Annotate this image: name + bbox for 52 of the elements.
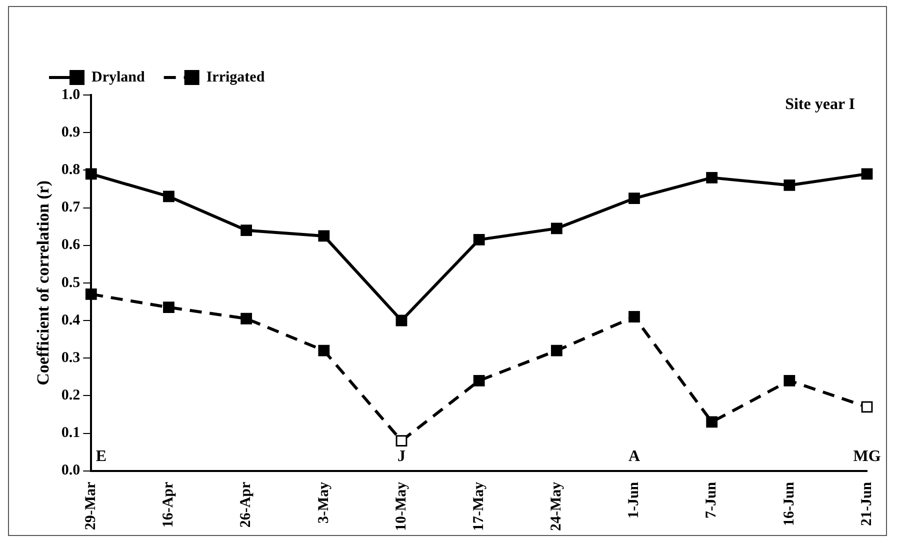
x-tick-label: 24-May bbox=[548, 481, 565, 532]
y-tick-label: 0.0 bbox=[61, 462, 80, 479]
legend-label: Dryland bbox=[92, 69, 146, 86]
x-tick-label: 16-Jun bbox=[781, 481, 798, 526]
annotation: E bbox=[96, 448, 106, 465]
x-tick-label: 21-Jun bbox=[858, 481, 875, 526]
point bbox=[85, 288, 97, 300]
point bbox=[240, 312, 252, 324]
point bbox=[861, 168, 873, 180]
point bbox=[628, 311, 640, 322]
x-tick-label: 16-Apr bbox=[160, 482, 177, 528]
x-tick-label: 26-Apr bbox=[238, 482, 254, 528]
point bbox=[396, 435, 408, 446]
point bbox=[240, 224, 252, 236]
x-tick-label: 7-Jun bbox=[704, 481, 720, 519]
chart-title: Site year I bbox=[785, 96, 855, 114]
point bbox=[163, 302, 174, 314]
y-tick-label: 0.2 bbox=[61, 388, 80, 404]
point bbox=[706, 416, 718, 428]
annotation: J bbox=[397, 448, 406, 465]
legend-label: Irrigated bbox=[206, 69, 266, 86]
y-tick-label: 0.5 bbox=[61, 274, 80, 291]
y-tick-label: 0.9 bbox=[61, 124, 80, 140]
x-tick-label: 29-Mar bbox=[83, 482, 100, 530]
point bbox=[473, 234, 485, 246]
point bbox=[550, 222, 562, 234]
point bbox=[318, 230, 330, 242]
y-axis-title: Coefficient of correlation (r) bbox=[34, 180, 53, 386]
point bbox=[318, 344, 330, 356]
x-tick-label: 17-May bbox=[470, 481, 487, 532]
y-tick-label: 0.3 bbox=[61, 350, 80, 366]
point bbox=[784, 374, 796, 386]
y-tick-label: 0.6 bbox=[61, 237, 81, 254]
point bbox=[861, 401, 873, 413]
y-tick-label: 0.7 bbox=[61, 200, 81, 216]
x-tick-label: 1-Jun bbox=[626, 481, 642, 519]
y-tick-label: 0.8 bbox=[61, 162, 80, 178]
point bbox=[473, 374, 485, 386]
point bbox=[784, 180, 796, 191]
x-tick-label: 10-May bbox=[393, 481, 410, 532]
point bbox=[396, 314, 408, 326]
annotation: A bbox=[628, 448, 640, 465]
annotation: MG bbox=[853, 448, 882, 465]
point bbox=[628, 192, 640, 204]
point bbox=[85, 168, 97, 180]
point bbox=[706, 172, 718, 184]
point bbox=[163, 190, 174, 202]
y-tick-label: 0.1 bbox=[61, 425, 80, 442]
y-tick-label: 1.0 bbox=[61, 86, 80, 103]
x-tick-label: 3-May bbox=[316, 481, 332, 524]
point bbox=[550, 344, 562, 356]
y-tick-label: 0.4 bbox=[61, 312, 81, 328]
